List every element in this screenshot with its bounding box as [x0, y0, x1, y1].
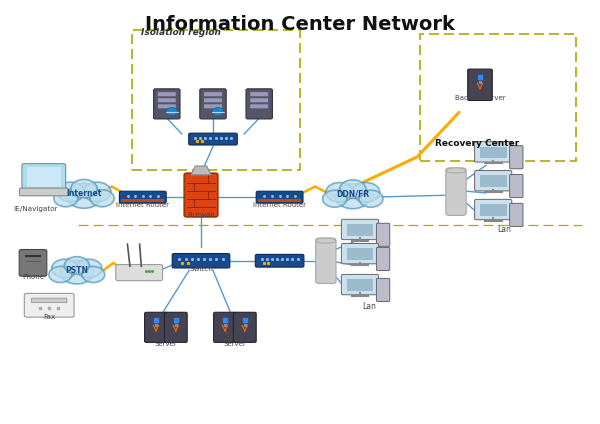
FancyBboxPatch shape	[188, 133, 238, 145]
Text: Phone: Phone	[22, 274, 44, 280]
FancyBboxPatch shape	[22, 164, 66, 190]
Circle shape	[166, 108, 178, 116]
FancyBboxPatch shape	[341, 219, 379, 240]
Ellipse shape	[316, 278, 336, 284]
FancyBboxPatch shape	[158, 98, 176, 103]
FancyBboxPatch shape	[164, 312, 187, 343]
FancyBboxPatch shape	[158, 104, 176, 109]
FancyBboxPatch shape	[200, 89, 226, 119]
FancyBboxPatch shape	[250, 104, 268, 109]
FancyBboxPatch shape	[480, 204, 506, 216]
Text: Lan: Lan	[497, 225, 511, 234]
FancyBboxPatch shape	[250, 92, 268, 97]
FancyBboxPatch shape	[27, 167, 61, 187]
FancyBboxPatch shape	[116, 265, 163, 281]
Text: Isolation region: Isolation region	[141, 28, 221, 37]
Text: Fax: Fax	[43, 314, 55, 320]
FancyBboxPatch shape	[480, 147, 506, 159]
Text: Internet Router: Internet Router	[253, 202, 306, 208]
FancyBboxPatch shape	[121, 199, 164, 202]
FancyBboxPatch shape	[250, 98, 268, 103]
FancyBboxPatch shape	[446, 168, 466, 215]
FancyBboxPatch shape	[316, 238, 336, 283]
FancyBboxPatch shape	[233, 312, 256, 343]
Text: Backup Server: Backup Server	[455, 95, 505, 101]
Ellipse shape	[316, 238, 336, 243]
FancyBboxPatch shape	[509, 146, 523, 169]
FancyBboxPatch shape	[509, 204, 523, 226]
Text: Information Center Network: Information Center Network	[145, 15, 455, 34]
FancyBboxPatch shape	[468, 69, 493, 100]
FancyBboxPatch shape	[480, 176, 506, 187]
Ellipse shape	[446, 210, 466, 215]
Ellipse shape	[446, 168, 466, 173]
FancyBboxPatch shape	[347, 224, 373, 236]
Polygon shape	[191, 166, 211, 175]
FancyBboxPatch shape	[347, 279, 373, 291]
FancyBboxPatch shape	[184, 173, 218, 217]
Text: Firewall: Firewall	[187, 212, 215, 218]
FancyBboxPatch shape	[172, 254, 230, 268]
FancyBboxPatch shape	[19, 249, 47, 276]
Text: DDN/FR: DDN/FR	[336, 190, 370, 199]
FancyBboxPatch shape	[19, 188, 68, 196]
FancyBboxPatch shape	[509, 175, 523, 198]
FancyBboxPatch shape	[246, 89, 272, 119]
Text: Switch: Switch	[189, 265, 213, 271]
FancyBboxPatch shape	[475, 142, 512, 162]
Text: Internet: Internet	[67, 189, 101, 198]
Text: Lan: Lan	[362, 301, 376, 311]
FancyBboxPatch shape	[341, 274, 379, 295]
FancyBboxPatch shape	[475, 170, 512, 191]
Circle shape	[212, 108, 224, 116]
FancyBboxPatch shape	[204, 98, 222, 103]
FancyBboxPatch shape	[204, 104, 222, 109]
Text: IE/Navigator: IE/Navigator	[14, 206, 58, 212]
FancyBboxPatch shape	[258, 199, 301, 202]
Text: Recovery Center: Recovery Center	[435, 139, 519, 148]
Text: Application
Server: Application Server	[215, 333, 254, 346]
FancyBboxPatch shape	[256, 191, 303, 203]
Text: Internet Router: Internet Router	[116, 202, 169, 208]
FancyBboxPatch shape	[347, 248, 373, 260]
FancyBboxPatch shape	[341, 243, 379, 264]
FancyBboxPatch shape	[214, 312, 236, 343]
FancyBboxPatch shape	[475, 199, 512, 220]
FancyBboxPatch shape	[154, 89, 180, 119]
FancyBboxPatch shape	[376, 248, 390, 271]
FancyBboxPatch shape	[376, 279, 390, 301]
FancyBboxPatch shape	[145, 312, 167, 343]
FancyBboxPatch shape	[119, 191, 166, 203]
FancyBboxPatch shape	[25, 293, 74, 317]
Text: Application
Server: Application Server	[146, 333, 185, 346]
FancyBboxPatch shape	[32, 298, 67, 303]
FancyBboxPatch shape	[376, 223, 390, 246]
Text: PSTN: PSTN	[65, 265, 88, 275]
FancyBboxPatch shape	[204, 92, 222, 97]
FancyBboxPatch shape	[256, 254, 304, 267]
FancyBboxPatch shape	[158, 92, 176, 97]
